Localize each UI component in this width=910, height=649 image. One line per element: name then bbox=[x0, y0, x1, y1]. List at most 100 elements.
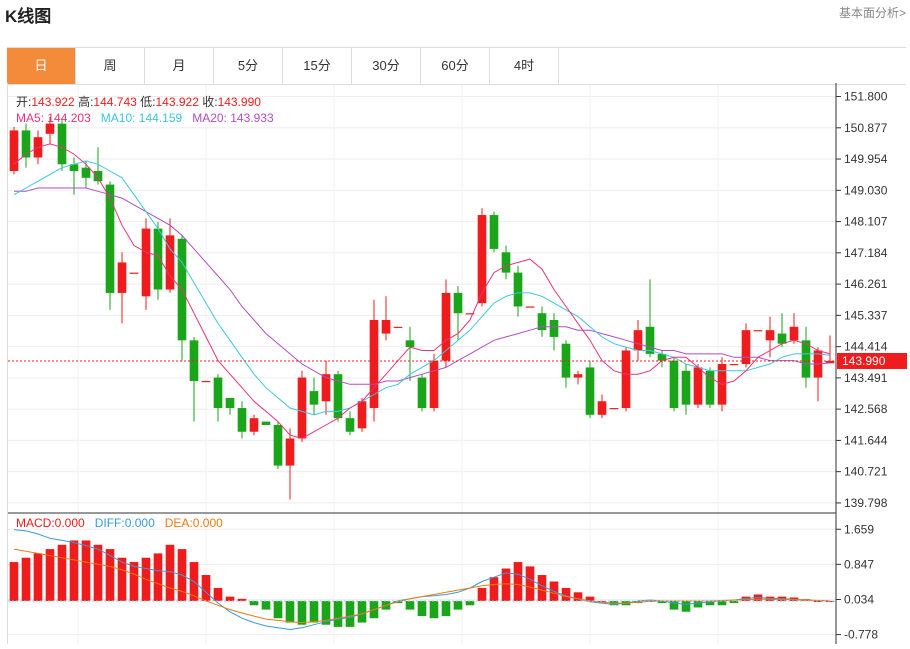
dea-legend: DEA:0.000 bbox=[164, 516, 223, 530]
macd-bar bbox=[513, 562, 523, 601]
candle-body bbox=[513, 272, 523, 307]
macd-bar bbox=[717, 600, 727, 606]
tab-1[interactable]: 周 bbox=[76, 48, 145, 84]
macd-bar bbox=[705, 600, 715, 606]
macd-bar bbox=[273, 600, 283, 619]
candle-body bbox=[321, 374, 331, 402]
macd-bar bbox=[657, 600, 667, 604]
tab-3[interactable]: 5分 bbox=[214, 48, 283, 84]
macd-bar bbox=[489, 577, 499, 601]
candle-body bbox=[681, 370, 691, 405]
ma10-legend: MA10: 144.159 bbox=[100, 111, 183, 125]
macd-bar bbox=[201, 575, 211, 601]
candle-body bbox=[825, 360, 835, 364]
macd-bar bbox=[681, 600, 691, 612]
ma20-legend: MA20: 143.933 bbox=[192, 111, 274, 125]
macd-tick-label: 0.034 bbox=[844, 592, 874, 606]
macd-legend: MACD:0.000 bbox=[16, 516, 85, 530]
macd-bar bbox=[237, 598, 247, 601]
fundamental-analysis-link[interactable]: 基本面分析> bbox=[838, 6, 906, 20]
macd-bar bbox=[57, 544, 67, 601]
candle-body bbox=[765, 330, 775, 341]
candle-body bbox=[381, 320, 391, 334]
candle-body bbox=[69, 164, 79, 172]
ma5-legend: MA5: 144.203 bbox=[16, 111, 91, 125]
y-tick-label: 149.954 bbox=[844, 152, 888, 166]
macd-bar bbox=[261, 600, 271, 610]
candle-body bbox=[525, 306, 535, 308]
candle-body bbox=[105, 184, 115, 293]
candle-body bbox=[357, 401, 367, 429]
macd-bar bbox=[21, 557, 31, 601]
macd-bar bbox=[669, 600, 679, 610]
macd-bar bbox=[225, 596, 235, 601]
tab-4[interactable]: 15分 bbox=[283, 48, 352, 84]
y-tick-label: 139.798 bbox=[844, 496, 888, 510]
macd-tick-label: 1.659 bbox=[844, 522, 874, 536]
candle-body bbox=[729, 364, 739, 366]
y-tick-label: 141.644 bbox=[844, 433, 888, 447]
candle-body bbox=[309, 391, 319, 405]
macd-bar bbox=[453, 600, 463, 610]
tab-6[interactable]: 60分 bbox=[421, 48, 490, 84]
tab-2[interactable]: 月 bbox=[145, 48, 214, 84]
macd-bar bbox=[525, 566, 535, 601]
ma20-line bbox=[14, 187, 831, 385]
candle-body bbox=[477, 215, 487, 304]
candle-body bbox=[705, 370, 715, 405]
macd-bar bbox=[417, 600, 427, 617]
tab-0[interactable]: 日 bbox=[7, 48, 76, 84]
macd-bar bbox=[693, 600, 703, 608]
y-tick-label: 146.261 bbox=[844, 277, 888, 291]
macd-bar bbox=[537, 575, 547, 601]
macd-bar bbox=[93, 544, 103, 601]
macd-bar bbox=[117, 557, 127, 601]
candle-body bbox=[249, 418, 259, 432]
y-tick-label: 144.414 bbox=[844, 340, 888, 354]
high-label: 高: bbox=[78, 95, 94, 109]
candle-body bbox=[297, 377, 307, 439]
macd-bar bbox=[333, 600, 343, 627]
candle-body bbox=[345, 418, 355, 432]
tab-5[interactable]: 30分 bbox=[352, 48, 421, 84]
y-tick-label: 145.337 bbox=[844, 308, 888, 322]
candle-body bbox=[93, 171, 103, 182]
tab-7[interactable]: 4时 bbox=[490, 48, 559, 84]
candle-body bbox=[9, 130, 19, 172]
macd-bar bbox=[477, 587, 487, 601]
y-tick-label: 149.030 bbox=[844, 183, 888, 197]
macd-bar bbox=[105, 549, 115, 601]
candle-body bbox=[369, 320, 379, 409]
kline-chart: 151.800 150.877 149.954 149.030 148.107 147.1… bbox=[8, 83, 907, 644]
candle-body bbox=[585, 367, 595, 415]
high-value: 144.743 bbox=[93, 95, 137, 109]
candle-body bbox=[489, 215, 499, 249]
macd-bar bbox=[501, 568, 511, 601]
macd-bar bbox=[729, 600, 739, 604]
macd-bar bbox=[345, 600, 355, 627]
y-tick-label: 140.721 bbox=[844, 465, 888, 479]
y-tick-label: 142.568 bbox=[844, 402, 888, 416]
macd-bar bbox=[465, 600, 475, 606]
candle-body bbox=[501, 252, 511, 273]
candle-body bbox=[441, 292, 451, 361]
y-tick-label: 148.107 bbox=[844, 215, 888, 229]
macd-tick-label: -0.778 bbox=[844, 628, 878, 642]
candle-body bbox=[57, 123, 67, 165]
macd-bar bbox=[309, 600, 319, 623]
candle-body bbox=[405, 340, 415, 348]
ma5-line bbox=[13, 143, 831, 440]
macd-bar bbox=[357, 600, 367, 623]
candle-body bbox=[621, 350, 631, 409]
candle-body bbox=[393, 326, 403, 328]
macd-bar bbox=[81, 540, 91, 601]
open-value: 143.922 bbox=[31, 95, 75, 109]
candle-body bbox=[333, 374, 343, 419]
candle-body bbox=[753, 330, 763, 332]
ma10-line bbox=[13, 160, 831, 416]
diff-legend: DIFF:0.000 bbox=[94, 516, 155, 530]
candle-body bbox=[645, 326, 655, 354]
candle-body bbox=[549, 320, 559, 337]
candle-body bbox=[285, 438, 295, 466]
macd-bar bbox=[429, 600, 439, 619]
